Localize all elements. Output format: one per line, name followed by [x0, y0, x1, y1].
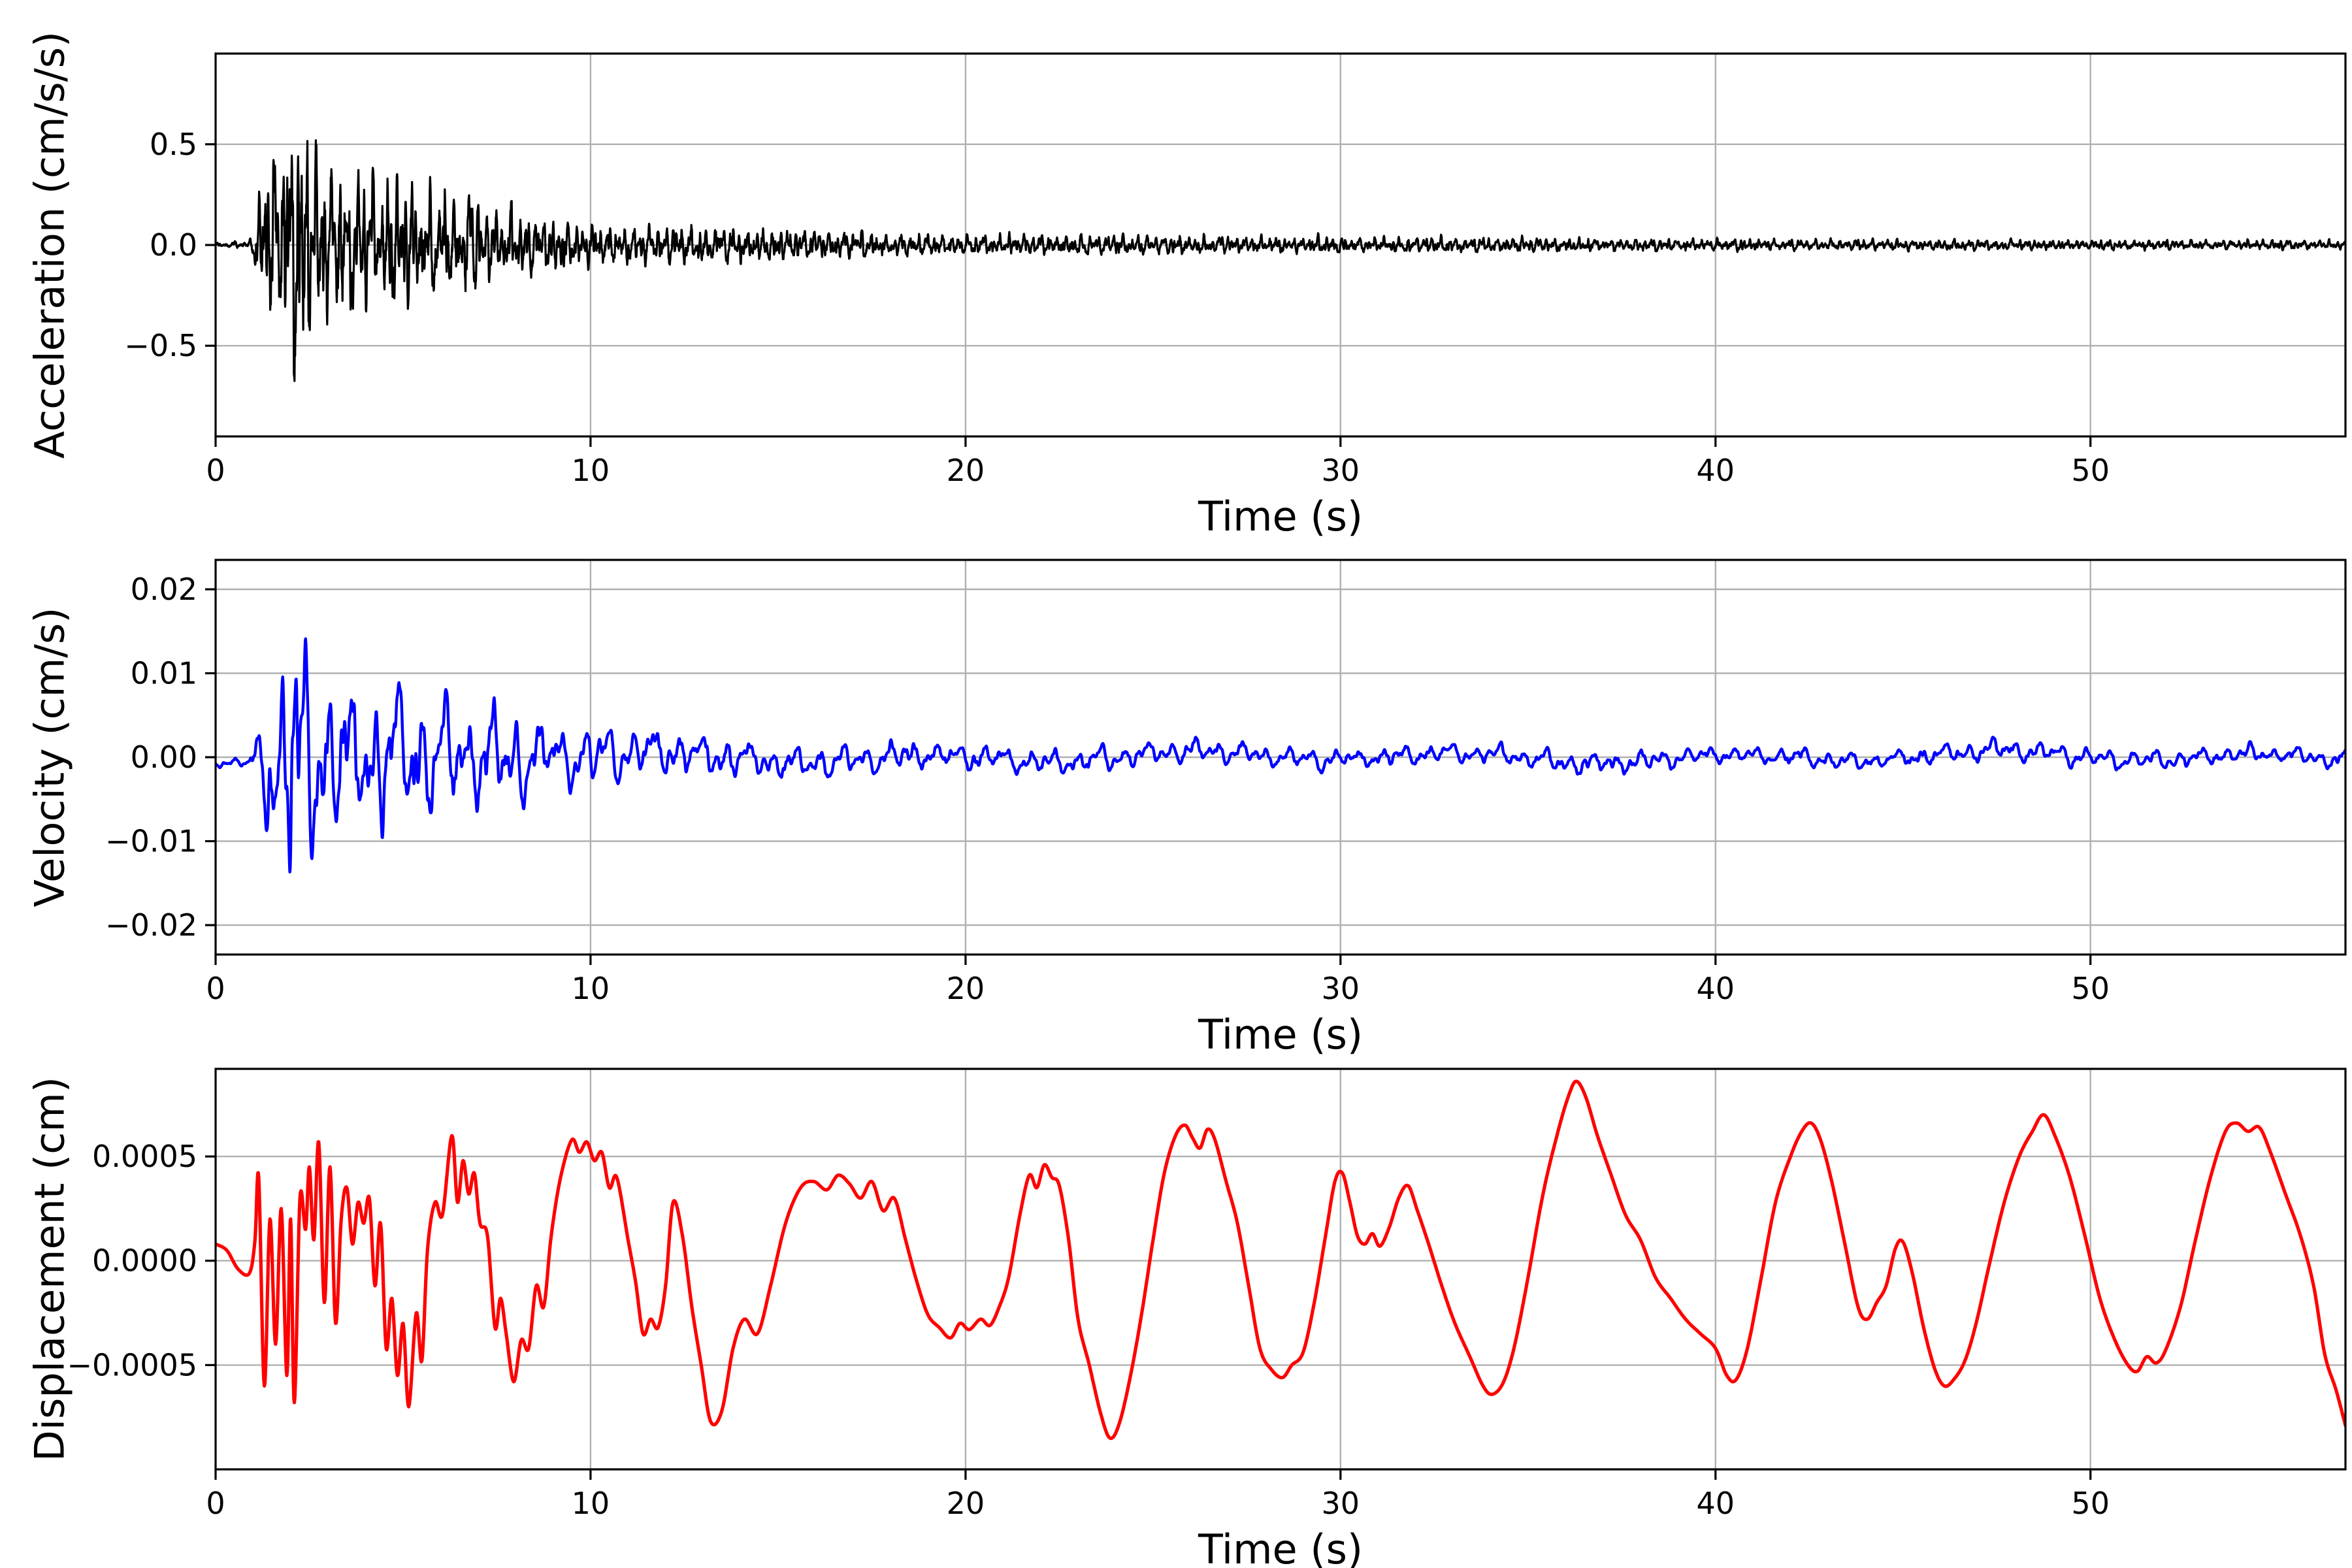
acceleration-ylabel: Acceleration (cm/s/s)	[26, 31, 74, 459]
x-tick-label: 30	[1322, 971, 1360, 1006]
y-tick-label: 0.02	[131, 572, 197, 607]
x-tick-label: 30	[1322, 453, 1360, 488]
x-tick-label: 40	[1697, 453, 1735, 488]
velocity-xlabel: Time (s)	[1198, 1011, 1363, 1058]
x-tick-label: 40	[1697, 1486, 1735, 1521]
velocity-panel: 0 10 20 30 40 50 0.02 0.01 0.00 −0.01 −0.02 Time (s…	[26, 559, 2347, 1058]
y-tick-label: 0.0000	[92, 1243, 197, 1279]
x-tick-label: 10	[572, 971, 610, 1006]
x-tick-label: 50	[2071, 971, 2110, 1006]
velocity-trace	[216, 637, 2345, 874]
x-tick-label: 10	[572, 1486, 610, 1521]
y-tick-label: −0.5	[124, 328, 197, 363]
y-tick-label: −0.0005	[67, 1347, 198, 1382]
y-tick-label: 0.0	[150, 227, 197, 263]
acceleration-panel: 0 10 20 30 40 50 0.5 0.0 −0.5 Time (s) Acceleratio…	[26, 31, 2347, 540]
acceleration-xlabel: Time (s)	[1198, 493, 1363, 540]
x-tick-label: 50	[2071, 453, 2110, 488]
x-tick-label: 40	[1697, 971, 1735, 1006]
x-tick-label: 10	[572, 453, 610, 488]
y-tick-label: 0.01	[131, 656, 197, 691]
y-tick-label: 0.5	[150, 127, 197, 162]
plot-border	[214, 1068, 2347, 1471]
x-tick-label: 30	[1322, 1486, 1360, 1521]
y-tick-label: 0.00	[131, 740, 197, 775]
plot-border	[214, 559, 2347, 956]
x-tick-label: 0	[206, 453, 225, 488]
displacement-xlabel: Time (s)	[1198, 1526, 1363, 1568]
x-tick-label: 20	[947, 1486, 985, 1521]
plot-border	[214, 52, 2347, 438]
y-tick-label: −0.02	[105, 907, 197, 943]
displacement-ylabel: Displacement (cm)	[26, 1077, 74, 1462]
velocity-ylabel: Velocity (cm/s)	[26, 608, 74, 907]
displacement-panel: 0 10 20 30 40 50 0.0005 0.0000 −0.0005 Time (s) Di…	[26, 1068, 2347, 1568]
acceleration-trace	[216, 139, 2345, 382]
displacement-trace	[216, 1079, 2345, 1441]
y-tick-label: 0.0005	[92, 1139, 197, 1174]
x-tick-label: 0	[206, 971, 225, 1006]
x-tick-label: 50	[2071, 1486, 2110, 1521]
x-tick-label: 20	[947, 453, 985, 488]
x-tick-label: 0	[206, 1486, 225, 1521]
y-tick-label: −0.01	[105, 824, 197, 859]
x-tick-label: 20	[947, 971, 985, 1006]
